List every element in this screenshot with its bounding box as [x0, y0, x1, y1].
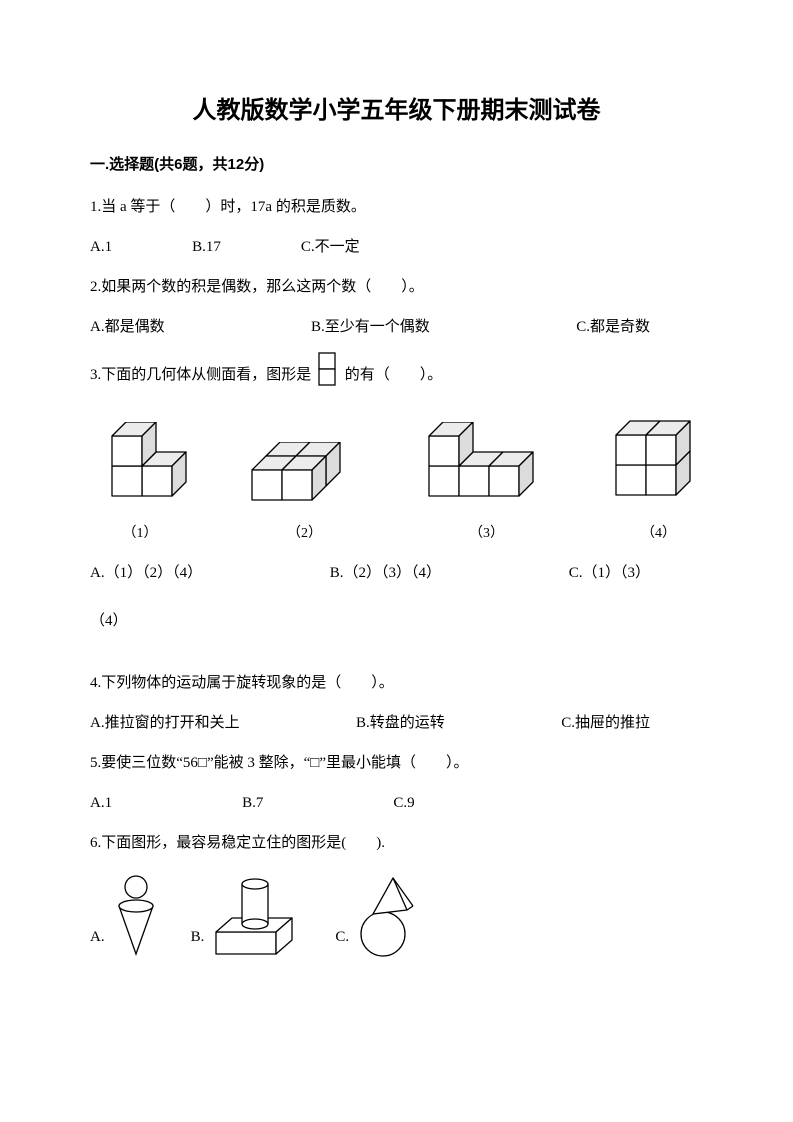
q6-opt-c-label: C.: [335, 929, 349, 946]
q1-opt-c: C.不一定: [301, 232, 360, 262]
figure-1-label: （1）: [90, 522, 190, 542]
q4-opt-c: C.抽屉的推拉: [561, 708, 650, 738]
question-1: 1.当 a 等于（ ）时，17a 的积是质数。: [90, 192, 703, 222]
q2-opt-a: A.都是偶数: [90, 312, 165, 342]
q6-opt-b: B.: [191, 874, 306, 964]
q3-opt-b: B.（2）（3）（4）: [330, 558, 441, 588]
q2-opt-c: C.都是奇数: [576, 312, 650, 342]
question-2: 2.如果两个数的积是偶数，那么这两个数（ ）。: [90, 272, 703, 302]
q3-opt-extra: （4）: [90, 606, 703, 636]
q6-opt-a: A.: [90, 874, 161, 964]
question-5: 5.要使三位数“56□”能被 3 整除，“□”里最小能填（ ）。: [90, 748, 703, 778]
question-2-options: A.都是偶数 B.至少有一个偶数 C.都是奇数: [90, 312, 650, 342]
tetrahedron-on-sphere-icon: [355, 874, 420, 964]
q5-opt-a: A.1: [90, 788, 112, 818]
q5-opt-b: B.7: [242, 788, 263, 818]
q2-opt-b: B.至少有一个偶数: [311, 312, 430, 342]
question-3: 3.下面的几何体从侧面看，图形是 的有（ ）。: [90, 352, 703, 399]
figure-3: （3）: [419, 422, 554, 542]
question-5-options: A.1 B.7 C.9: [90, 788, 703, 818]
cylinder-on-cuboid-icon: [210, 874, 305, 964]
figure-2: （2）: [242, 442, 367, 542]
two-square-vertical-icon: [318, 352, 338, 399]
figure-4-label: （4）: [606, 522, 711, 542]
q3-post: 的有（ ）。: [345, 367, 443, 383]
question-3-figures: （1） （2）: [90, 409, 703, 546]
q4-opt-b: B.转盘的运转: [356, 708, 445, 738]
question-3-options: A.（1）（2）（4） B.（2）（3）（4） C.（1）（3）: [90, 558, 650, 588]
q1-opt-b: B.17: [192, 232, 221, 262]
page-title: 人教版数学小学五年级下册期末测试卷: [90, 90, 703, 125]
question-4-options: A.推拉窗的打开和关上 B.转盘的运转 C.抽屉的推拉: [90, 708, 650, 738]
q3-opt-a: A.（1）（2）（4）: [90, 558, 202, 588]
q3-opt-c: C.（1）（3）: [569, 558, 650, 588]
figure-4: （4）: [606, 417, 711, 542]
figure-3-label: （3）: [419, 522, 554, 542]
q6-opt-b-label: B.: [191, 929, 205, 946]
figure-1: （1）: [90, 422, 190, 542]
figure-2-label: （2）: [242, 522, 367, 542]
q6-opt-a-label: A.: [90, 929, 105, 946]
q1-opt-a: A.1: [90, 232, 112, 262]
q3-pre: 3.下面的几何体从侧面看，图形是: [90, 367, 311, 383]
question-4: 4.下列物体的运动属于旋转现象的是（ ）。: [90, 668, 703, 698]
question-1-options: A.1 B.17 C.不一定: [90, 232, 703, 262]
q4-opt-a: A.推拉窗的打开和关上: [90, 708, 240, 738]
q5-opt-c: C.9: [393, 788, 414, 818]
question-6-options: A. B.: [90, 868, 703, 964]
q6-opt-c: C.: [335, 874, 420, 964]
sphere-on-cone-icon: [111, 874, 161, 964]
question-6: 6.下面图形，最容易稳定立住的图形是( ).: [90, 828, 703, 858]
section-heading: 一.选择题(共6题，共12分): [90, 153, 703, 174]
